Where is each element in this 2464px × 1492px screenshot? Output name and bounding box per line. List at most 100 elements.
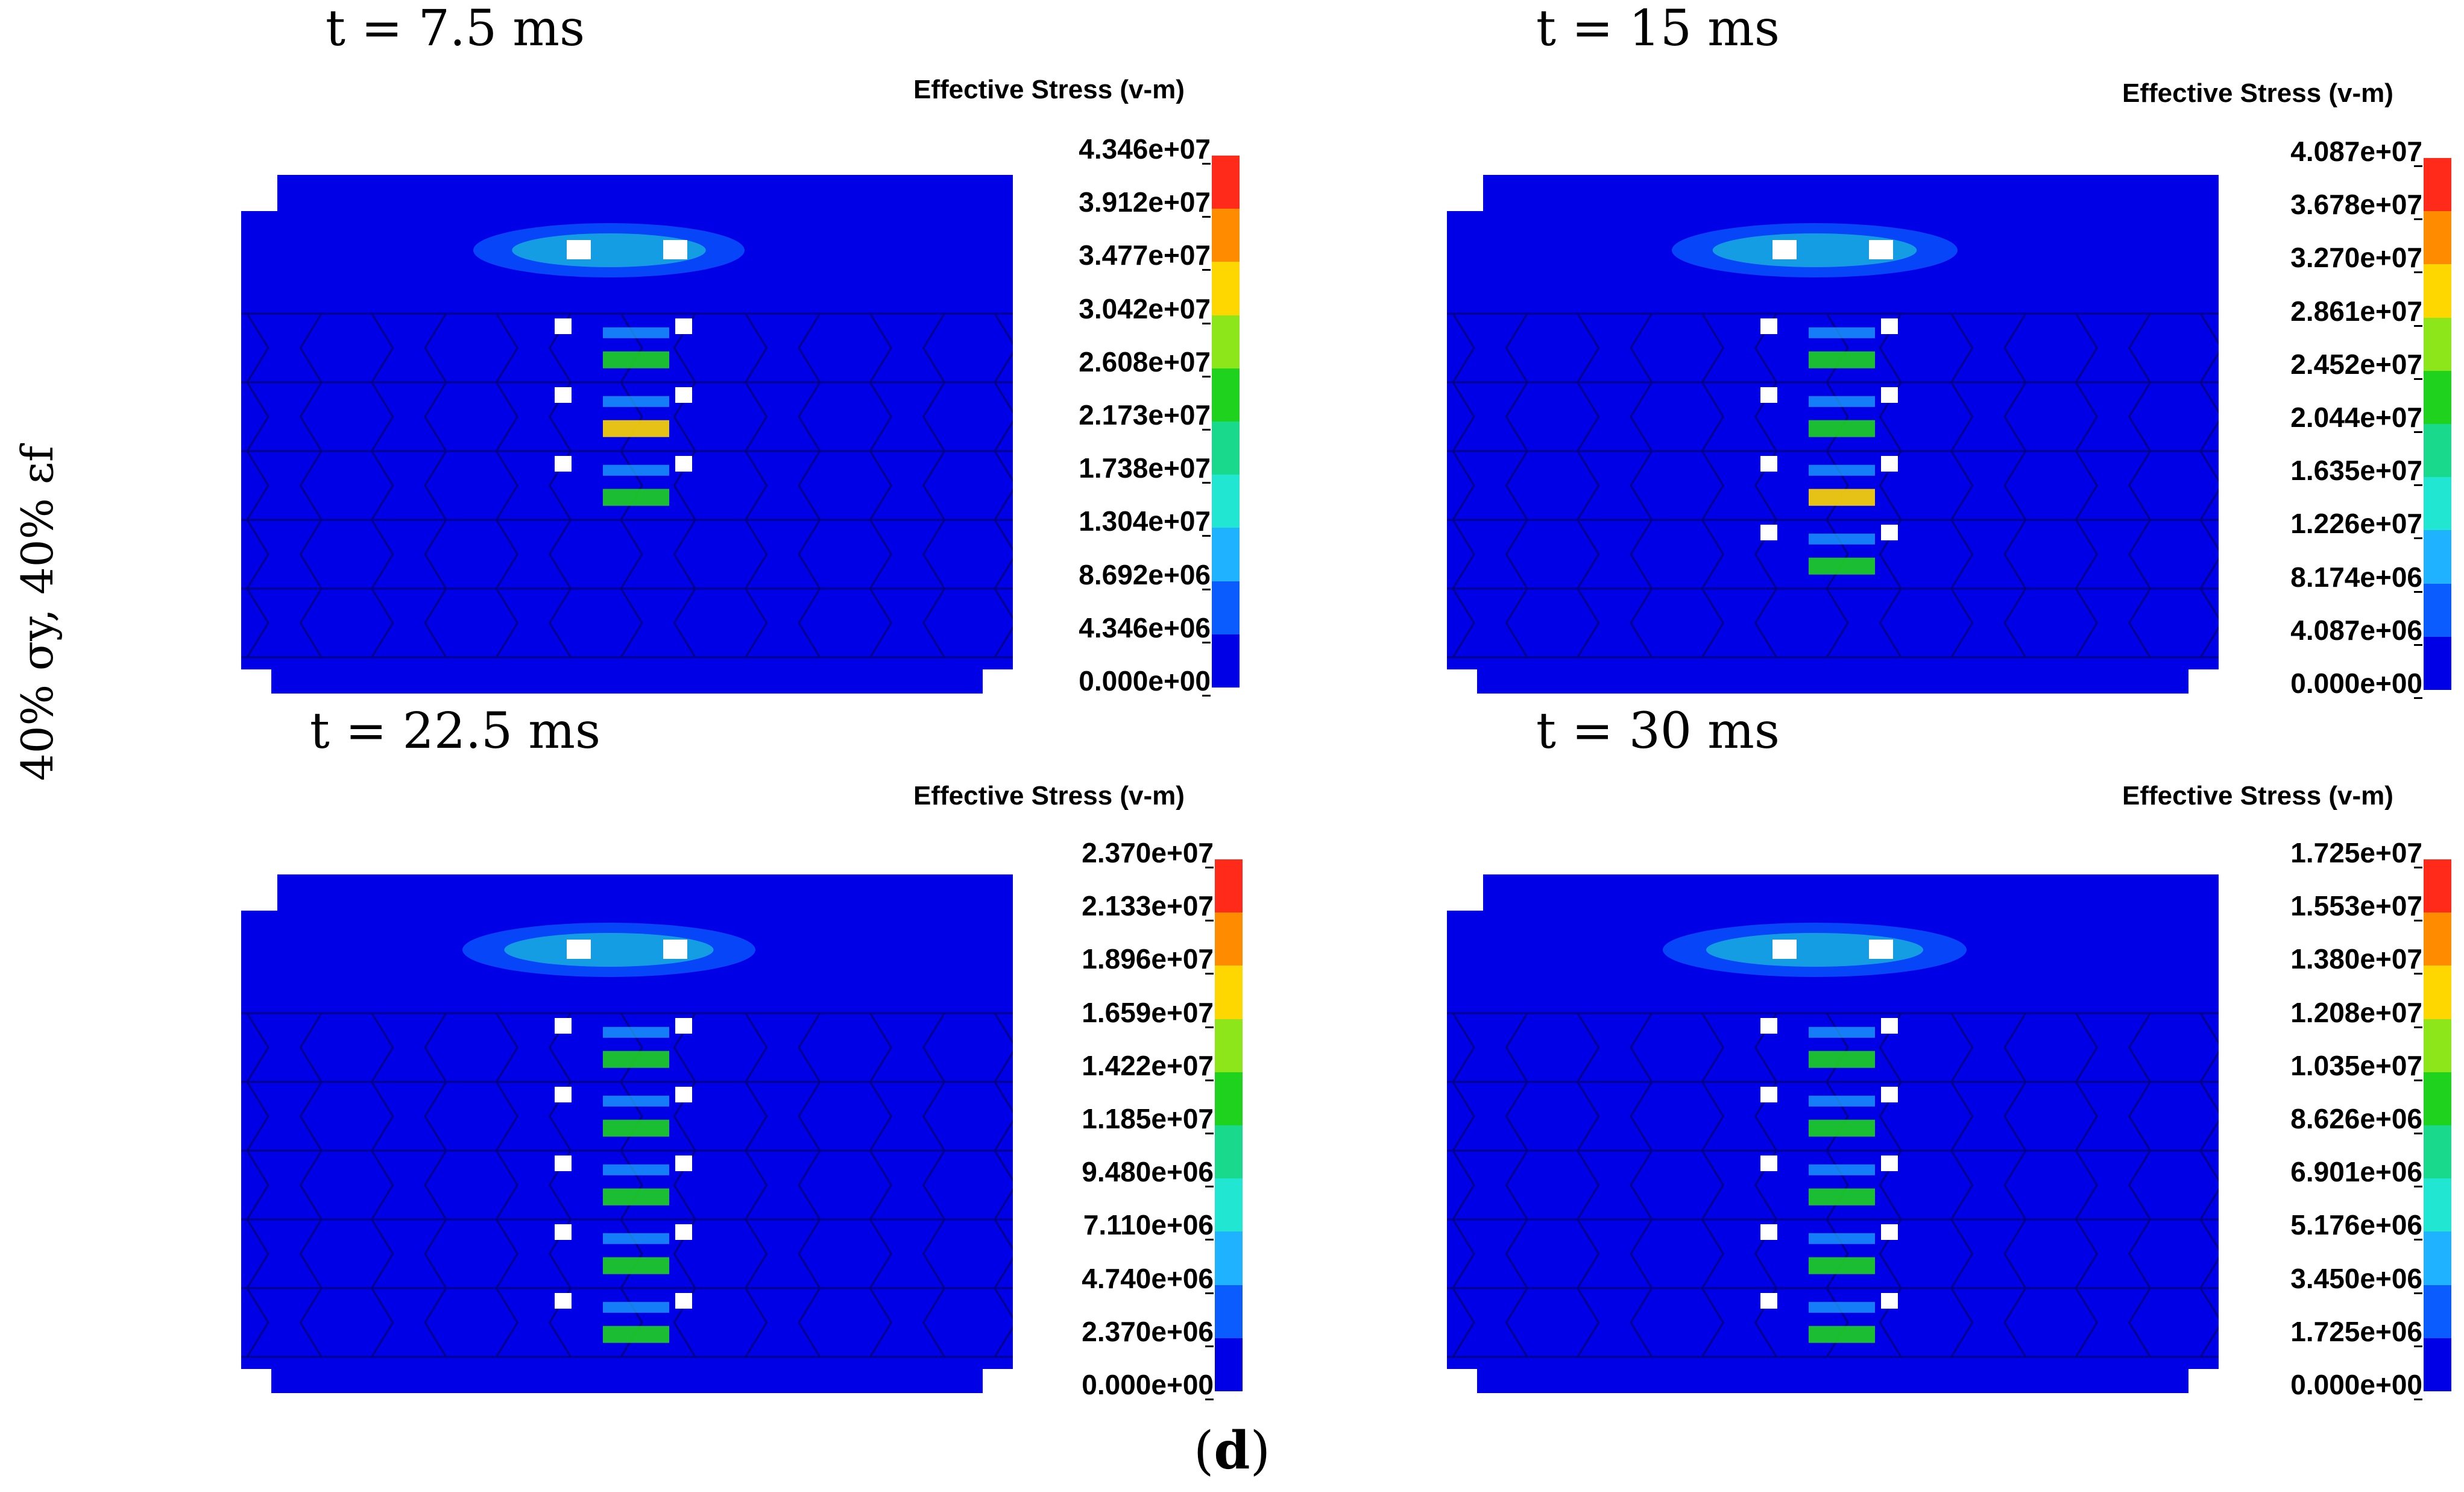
stress-band [1809,488,1875,506]
colorbar-segment [2424,859,2451,913]
colorbar-tick-label: 1.380e+07 [2290,943,2422,975]
fracture-hole [1760,525,1777,540]
lattice-strut [1826,1150,1849,1220]
lattice-strut [620,1081,643,1151]
colorbar-segment [2424,1019,2451,1072]
lattice-strut [1630,519,1653,589]
lattice-strut [1950,519,1974,589]
fracture-hole [1869,240,1893,259]
colorbar-tick-mark [2414,1292,2422,1294]
fracture-hole [1760,318,1777,334]
lattice-strut [798,1288,821,1358]
lattice-strut [2128,588,2151,658]
fracture-hole [567,940,591,959]
lattice-strut [496,1081,519,1151]
lattice-strut [2003,450,2027,520]
colorbar-tick-label: 3.270e+07 [2290,242,2422,274]
colorbar-tick-mark [1202,163,1211,165]
lattice-strut [745,588,768,658]
colorbar-tick-mark [2414,590,2422,593]
lattice-strut [745,519,768,589]
colorbar-tick-label: 2.608e+07 [1079,346,1211,378]
lattice-strut [299,519,323,589]
lattice-strut [869,450,893,520]
lattice-strut [922,1150,945,1220]
lattice-strut [2003,1288,2027,1358]
lattice-strut [620,313,643,383]
colorbar-tick-label: 1.725e+06 [2290,1315,2422,1347]
stress-glow [504,933,714,967]
colorbar-tick-mark [1205,867,1214,868]
lattice-strut [496,382,519,452]
stress-band [603,1233,669,1244]
colorbar-tick-label: 8.692e+06 [1079,558,1211,590]
lattice-strut [1950,1288,1974,1358]
fracture-hole [1760,1018,1777,1034]
lattice-strut [1630,1150,1653,1220]
lattice-strut [1505,588,1528,658]
lattice-strut [620,382,643,452]
lattice-strut [1577,450,1600,520]
fracture-hole [1772,240,1797,259]
colorbar-tick-label: 1.185e+07 [1082,1103,1214,1134]
colorbar-tick-mark [2414,920,2422,922]
lattice-strut [1630,1081,1653,1151]
colorbar-segment [2424,912,2451,966]
fracture-hole [663,240,687,259]
colorbar-tick-mark [1202,695,1211,697]
fracture-hole [675,1293,692,1309]
lattice-strut [2003,588,2027,658]
lattice-strut [1630,1013,1653,1083]
lattice-strut [1630,1288,1653,1358]
lattice-strut [869,588,893,658]
lattice-strut [1452,1081,1475,1151]
lattice-strut [246,588,269,658]
fracture-hole [555,387,572,403]
y-axis-label: 40% σy, 40% εf [12,446,63,781]
colorbar-tick-mark [2414,1399,2422,1400]
stress-band [603,1119,669,1137]
stress-band [603,327,669,338]
fracture-hole [555,1155,572,1171]
colorbar-tick-mark [1205,1292,1214,1294]
lattice-strut [299,1288,323,1358]
fracture-hole [1881,1293,1898,1309]
lattice-strut [869,1013,893,1083]
stress-glow [1712,233,1917,267]
colorbar-tick-mark [2414,271,2422,274]
colorbar-tick-label: 1.422e+07 [1082,1049,1214,1081]
colorbar-tick-label: 5.176e+06 [2290,1209,2422,1241]
colorbar-tick-label: 2.370e+07 [1082,837,1214,868]
stress-band [603,351,669,368]
colorbar [2424,158,2451,690]
lattice-strut [798,1013,821,1083]
fracture-hole [675,387,692,403]
stress-band [1809,1257,1875,1274]
lattice-strut [922,1288,945,1358]
lattice-strut [2003,1150,2027,1220]
colorbar-tick-label: 3.477e+07 [1079,239,1211,271]
lattice-strut [620,519,643,589]
colorbar [2424,859,2451,1391]
lattice-strut [1950,450,1974,520]
lattice-strut [299,313,323,383]
lattice-strut [1577,1013,1600,1083]
lattice-strut [2003,1013,2027,1083]
legend-title: Effective Stress (v-m) [2122,781,2393,811]
lattice-strut [246,1219,269,1289]
lattice-strut [1826,1081,1849,1151]
stress-band [1809,351,1875,368]
colorbar-tick-label: 2.861e+07 [2290,295,2422,327]
lattice-strut [869,1288,893,1358]
stress-band [1809,396,1875,407]
colorbar-tick-label: 9.480e+06 [1082,1156,1214,1188]
colorbar-tick-label: 3.042e+07 [1079,292,1211,324]
lattice-strut [1950,1013,1974,1083]
colorbar-tick-label: 0.000e+00 [1079,665,1211,697]
lattice-strut [745,313,768,383]
lattice-strut [994,313,1013,383]
colorbar-tick-label: 1.725e+07 [2290,837,2422,868]
stress-band [603,488,669,506]
lattice-strut [1577,1081,1600,1151]
lattice-strut [1630,1219,1653,1289]
